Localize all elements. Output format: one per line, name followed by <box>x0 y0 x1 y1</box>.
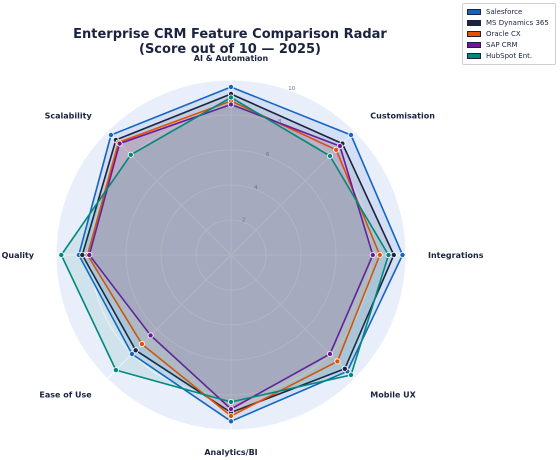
axis-label: AI & Automation <box>194 54 269 63</box>
tick-label: 10 <box>288 86 295 92</box>
data-point <box>333 146 340 153</box>
axis-label: Ease of Use <box>39 390 92 399</box>
data-point <box>341 365 348 372</box>
legend-label: Oracle CX <box>486 29 521 38</box>
data-point <box>132 347 139 354</box>
data-point <box>390 251 397 258</box>
data-point <box>227 398 234 405</box>
data-point <box>227 405 234 412</box>
grid-spoke <box>230 254 356 380</box>
legend-swatch <box>467 41 481 48</box>
data-point <box>108 131 115 138</box>
legend-label: Salesforce <box>486 7 523 16</box>
legend: Salesforce MS Dynamics 365 Oracle CX SAP CR… <box>462 3 556 65</box>
grid-spoke <box>106 130 232 256</box>
data-point <box>112 367 119 374</box>
grid-spoke <box>106 254 232 380</box>
data-point <box>326 152 333 159</box>
legend-swatch <box>467 8 481 15</box>
data-point <box>147 332 154 339</box>
data-point <box>369 251 376 258</box>
tick-label: 8 <box>278 119 282 125</box>
chart-title: Enterprise CRM Feature Comparison Radar … <box>60 27 400 57</box>
tick-label: 4 <box>254 185 258 191</box>
data-point <box>227 94 234 101</box>
data-point <box>58 251 65 258</box>
data-point <box>399 251 406 258</box>
axis-label: Customisation <box>370 112 435 121</box>
data-point <box>116 140 123 147</box>
axis-label: Analytics/BI <box>204 448 257 457</box>
data-point <box>347 371 354 378</box>
data-point <box>385 251 392 258</box>
legend-label: SAP CRM <box>486 40 518 49</box>
legend-item: HubSpot Ent. <box>467 50 552 61</box>
axis-label: Support Quality <box>0 251 35 260</box>
legend-item: Salesforce <box>467 6 552 17</box>
data-point <box>138 341 145 348</box>
legend-item: SAP CRM <box>467 39 552 50</box>
legend-item: MS Dynamics 365 <box>467 17 552 28</box>
tick-label: 2 <box>242 218 246 224</box>
legend-label: HubSpot Ent. <box>486 51 533 60</box>
legend-swatch <box>467 30 481 37</box>
data-point <box>347 131 354 138</box>
data-point <box>79 251 86 258</box>
legend-label: MS Dynamics 365 <box>486 18 549 27</box>
data-point <box>376 251 383 258</box>
data-point <box>334 358 341 365</box>
data-point <box>227 412 234 419</box>
axis-label: Mobile UX <box>370 390 416 399</box>
legend-swatch <box>467 52 481 59</box>
data-point <box>127 151 134 158</box>
legend-item: Oracle CX <box>467 28 552 39</box>
data-point <box>227 84 234 91</box>
tick-label: 6 <box>266 152 270 158</box>
data-point <box>128 350 135 357</box>
axis-label: Scalability <box>45 112 93 121</box>
data-point <box>86 251 93 258</box>
data-point <box>326 350 333 357</box>
data-point <box>336 143 343 150</box>
chart-title-line-2: (Score out of 10 — 2025) <box>139 42 321 57</box>
data-point <box>227 101 234 108</box>
chart-title-line-1: Enterprise CRM Feature Comparison Radar <box>73 27 387 42</box>
axis-label: Integrations <box>428 251 484 260</box>
legend-swatch <box>467 19 481 26</box>
data-point <box>227 418 234 425</box>
